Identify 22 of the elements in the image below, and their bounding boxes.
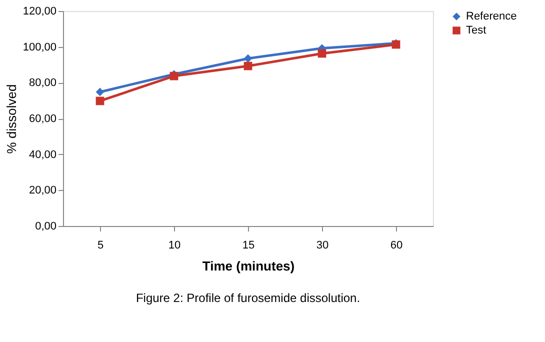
- point: [244, 62, 252, 70]
- caption: Figure 2: Profile of furosemide dissolution.: [136, 291, 360, 305]
- y-tick-label: 80,00: [28, 77, 56, 90]
- y-tick-label: 0,00: [35, 220, 56, 232]
- y-tick-label: 40,00: [28, 148, 56, 161]
- point: [318, 49, 326, 58]
- y-axis-title: % dissolved: [4, 84, 19, 154]
- x-tick-label: 30: [316, 240, 329, 252]
- y-tick-label: 60,00: [28, 113, 56, 125]
- point: [244, 54, 252, 63]
- point: [96, 88, 104, 96]
- legend-label: Test: [466, 24, 486, 36]
- y-tick-label: 20,00: [28, 184, 56, 197]
- x-tick-label: 10: [168, 240, 181, 252]
- legend-label: Reference: [466, 10, 517, 22]
- y-tick-label: 100,00: [22, 41, 56, 54]
- y-tick-label: 120,00: [22, 6, 56, 18]
- x-tick-label: 60: [390, 240, 403, 252]
- x-tick-label: 5: [97, 240, 104, 252]
- point: [96, 96, 104, 106]
- x-tick-label: 15: [242, 240, 255, 252]
- x-axis-title: Time (minutes): [202, 258, 295, 274]
